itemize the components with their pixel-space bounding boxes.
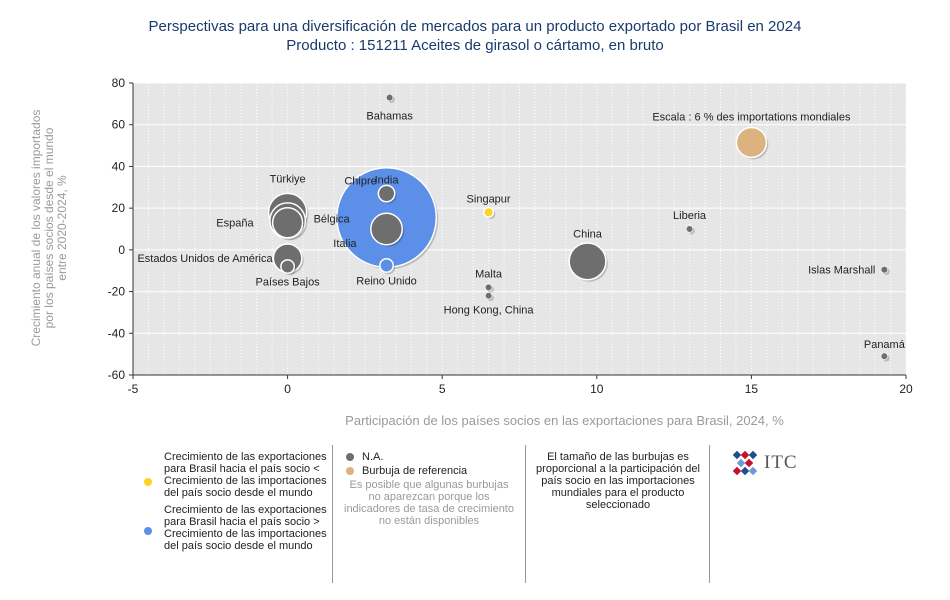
y-tick-label: -20 [108,285,126,299]
bubble-label-panama: Panamá [864,339,906,351]
bubble-label-islas-marshall: Islas Marshall [808,265,875,277]
legend-na-column: N.A. Burbuja de referencia Es posible qu… [336,451,522,527]
bubble-label-reino-unido: Reino Unido [356,276,417,288]
bubble-bahamas [385,93,394,102]
tan-dot-icon [346,467,354,475]
bubble-label-escala-6-des-importations-mondiales: Escala : 6 % des importations mondiales [652,111,851,123]
bubble-italia [370,212,404,246]
bubble-label-liberia: Liberia [673,210,707,222]
bubble-hong-kong-china [484,292,493,300]
chart-title-line2: Producto : 151211 Aceites de girasol o c… [286,37,664,54]
chart-title-line1: Perspectivas para una diversificación de… [148,18,802,35]
legend-item-na: N.A. [336,451,522,463]
y-axis-label-line: Crecimiento anual de los valores importa… [29,110,43,347]
bubble-label-bahamas: Bahamas [366,111,413,123]
legend-slower-label: Crecimiento de las exportaciones para Br… [164,451,327,499]
x-tick-label: 20 [899,382,913,396]
y-tick-label: 40 [112,159,126,173]
y-axis-label-line: entre 2020-2024, % [55,175,69,281]
legend-item-faster: Crecimiento de las exportaciones para Br… [142,504,330,552]
bubble-singapur [483,206,495,218]
bubble-india [377,184,396,203]
x-tick-label: 15 [745,382,759,396]
bubble-label-hong-kong-china: Hong Kong, China [444,305,535,317]
bubble-label-malta: Malta [475,268,503,280]
legend-reference-label: Burbuja de referencia [362,465,468,477]
y-axis-label-line: por los países socios desde el mundo [42,127,56,328]
x-tick-label: 5 [439,382,446,396]
bubble-escala-6-des-importations-mondiales [735,126,768,159]
y-tick-label: 60 [112,118,126,132]
y-axis-label: Crecimiento anual de los valores importa… [29,110,69,347]
bubble-liberia [685,225,694,233]
y-tick-label: 80 [112,76,126,90]
itc-logo: ITC [732,450,798,476]
bubble-label-paises-bajos: Países Bajos [255,277,320,289]
bubble-label-estados-unidos-de-america: Estados Unidos de América [137,253,273,265]
x-tick-label: 10 [590,382,604,396]
y-tick-label: -60 [108,368,126,382]
legend-size-note: El tamaño de las burbujas es proporciona… [536,451,700,511]
y-tick-label: 0 [118,243,125,257]
bubble-label-italia: Italia [333,238,357,250]
itc-logo-icon [732,450,758,476]
bubble-paises-bajos [280,259,296,275]
legend-faster-label: Crecimiento de las exportaciones para Br… [164,504,327,552]
grey-dot-icon [346,453,354,461]
x-tick-label: -5 [128,382,139,396]
bubble-label-singapur: Singapur [467,193,511,205]
bubble-label-india: India [375,175,400,187]
blue-dot-icon [144,527,152,535]
x-axis-label: Participación de los países socios en la… [345,413,784,428]
bubble-label-china: China [573,228,603,240]
y-tick-label: 20 [112,201,126,215]
y-tick-label: -40 [108,326,126,340]
legend-divider [525,445,526,583]
legend-na-label: N.A. [362,451,384,463]
legend-divider [709,445,710,583]
bubble-espana [271,206,304,239]
x-tick-label: 0 [284,382,291,396]
legend-growth-column: Crecimiento de las exportaciones para Br… [142,451,330,552]
bubble-label-belgica: Bélgica [314,214,351,226]
legend-item-reference: Burbuja de referencia [336,465,522,477]
legend-item-slower: Crecimiento de las exportaciones para Br… [142,451,330,499]
yellow-dot-icon [144,478,152,486]
bubble-panama [880,352,889,360]
bubble-label-turkiye: Türkiye [270,173,306,185]
bubble-malta [484,283,493,292]
legend-divider [332,445,333,583]
legend-missing-note: Es posible que algunas burbujas no apare… [344,479,514,527]
bubble-reino-unido [379,258,395,273]
bubble-label-espana: España [216,218,254,230]
bubble-label-chipre: Chipre [344,176,376,188]
chart-area: -5 0 5 10 15 20 80 60 40 20 0 -20 -40 -60 Participació… [29,76,913,428]
bubble-islas-marshall [880,266,889,274]
itc-logo-text: ITC [764,452,798,473]
bubble-china [568,242,607,281]
